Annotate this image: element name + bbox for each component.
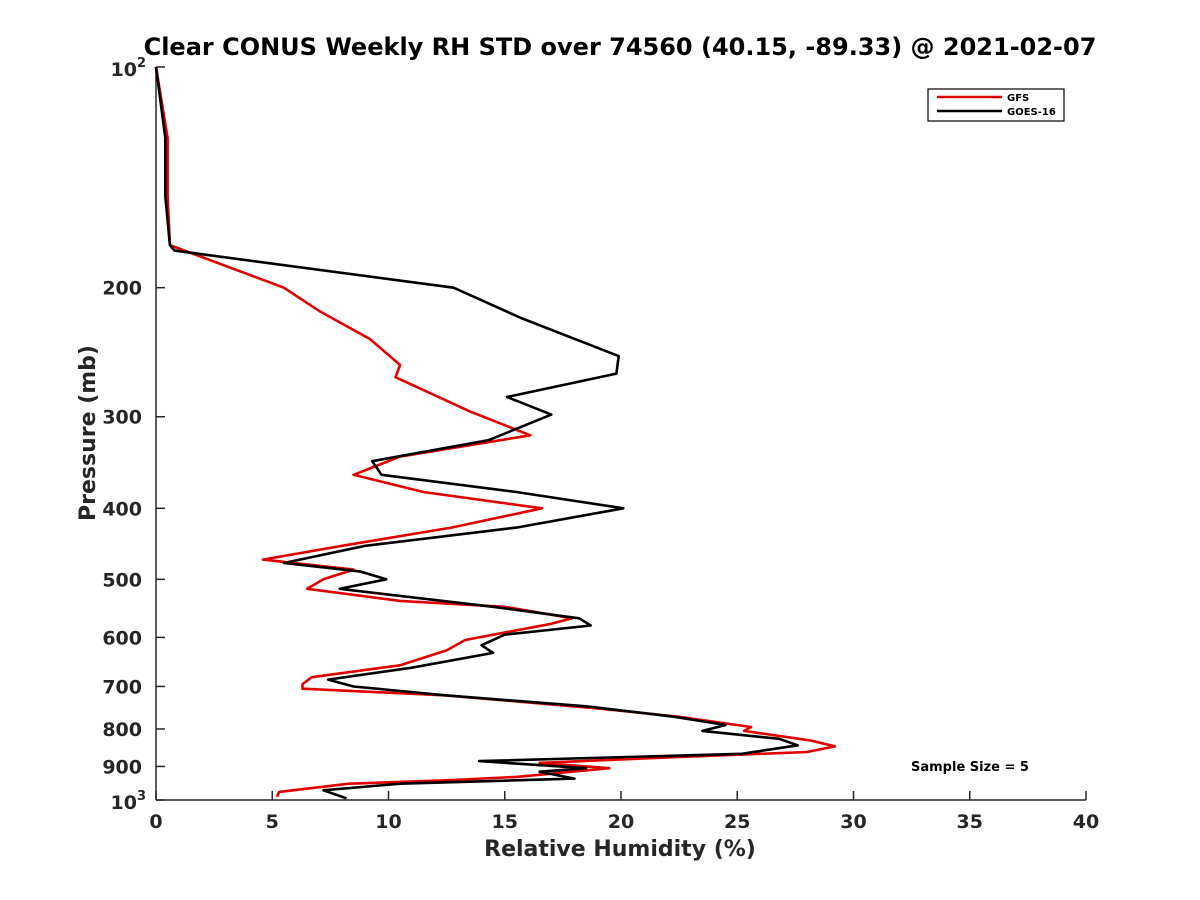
y-axis-label: Pressure (mb) [76,345,101,521]
y-tick-label: 300 [102,407,142,429]
sample-size-annotation: Sample Size = 5 [911,760,1029,775]
y-tick-label: 103 [111,789,147,814]
series-line-goes16 [154,66,800,800]
x-tick-label: 30 [840,811,866,833]
x-tick-label: 0 [149,811,162,833]
legend: GFS GOES-16 [927,88,1065,122]
legend-label-gfs: GFS [1007,93,1029,104]
x-tick-label: 5 [266,811,279,833]
legend-label-goes16: GOES-16 [1007,107,1056,118]
series-lines [154,66,837,800]
chart-title: Clear CONUS Weekly RH STD over 74560 (40… [144,33,1097,61]
legend-box [927,88,1065,122]
y-tick-label: 700 [102,676,142,698]
x-tick-label: 25 [724,811,750,833]
x-tick-label: 20 [608,811,634,833]
y-tick-label: 400 [102,498,142,520]
x-axis-label: Relative Humidity (%) [484,837,756,862]
series-line-gfs [154,66,837,798]
x-tick-label: 35 [957,811,983,833]
x-tick-label: 15 [492,811,518,833]
x-tick-label: 40 [1073,811,1099,833]
y-tick-label: 600 [102,627,142,649]
y-tick-label: 200 [102,278,142,300]
y-tick-label: 500 [102,569,142,591]
y-tick-label: 900 [102,756,142,778]
axes: 0 5 10 15 20 25 30 35 40 102 200 300 400 500 600 700 800… [102,56,1099,833]
y-tick-label: 102 [111,56,147,81]
x-tick-label: 10 [375,811,401,833]
y-tick-label: 800 [102,719,142,741]
